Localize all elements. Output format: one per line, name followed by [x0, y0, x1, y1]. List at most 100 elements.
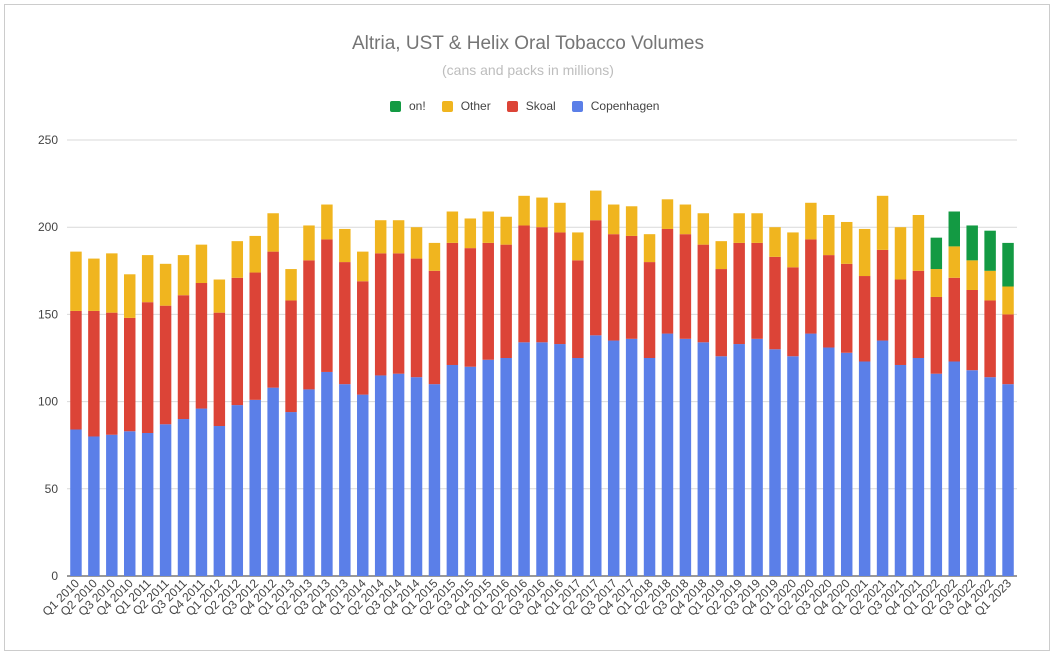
bar-skoal-q2-2016[interactable] [518, 225, 530, 343]
bar-copenhagen-q4-2011[interactable] [195, 408, 208, 576]
bar-skoal-q2-2012[interactable] [231, 277, 244, 406]
bar-other-q3-2016[interactable] [536, 197, 548, 228]
bar-other-q3-2010[interactable] [106, 253, 118, 313]
bar-copenhagen-q2-2015[interactable] [446, 364, 459, 576]
bar-copenhagen-q1-2011[interactable] [141, 432, 154, 576]
bar-other-q2-2010[interactable] [88, 258, 100, 311]
bar-other-q4-2017[interactable] [625, 206, 638, 236]
bar-copenhagen-q1-2015[interactable] [428, 384, 441, 576]
bar-copenhagen-q3-2018[interactable] [679, 338, 692, 576]
bar-other-q2-2012[interactable] [231, 241, 244, 278]
bar-other-q2-2020[interactable] [805, 202, 817, 240]
bar-skoal-q4-2019[interactable] [769, 256, 781, 350]
bar-skoal-q3-2019[interactable] [751, 242, 763, 339]
bar-copenhagen-q4-2018[interactable] [697, 342, 710, 576]
bar-copenhagen-q2-2014[interactable] [374, 375, 387, 576]
bar-other-q3-2013[interactable] [321, 204, 333, 240]
bar-skoal-q3-2015[interactable] [464, 248, 477, 367]
bar-skoal-q3-2014[interactable] [392, 253, 405, 374]
bar-copenhagen-q1-2021[interactable] [858, 361, 871, 576]
legend-item-other[interactable]: Other [441, 99, 491, 113]
bar-skoal-q2-2015[interactable] [446, 242, 459, 365]
bar-copenhagen-q2-2022[interactable] [948, 361, 960, 576]
bar-other-q4-2014[interactable] [410, 227, 423, 259]
bar-copenhagen-q3-2011[interactable] [177, 419, 190, 576]
bar-copenhagen-q4-2013[interactable] [339, 384, 351, 576]
bar-other-q3-2012[interactable] [249, 235, 261, 273]
bar-other-q1-2017[interactable] [572, 232, 584, 261]
bar-skoal-q4-2016[interactable] [554, 232, 566, 345]
bar-other-q4-2013[interactable] [339, 228, 351, 263]
bar-copenhagen-q3-2012[interactable] [249, 399, 261, 576]
bar-other-q4-2015[interactable] [482, 211, 494, 243]
bar-copenhagen-q3-2010[interactable] [106, 434, 118, 576]
bar-skoal-q2-2011[interactable] [159, 305, 172, 425]
bar-copenhagen-q3-2016[interactable] [536, 342, 548, 576]
bar-skoal-q1-2012[interactable] [213, 312, 226, 427]
bar-copenhagen-q1-2013[interactable] [285, 412, 297, 576]
bar-skoal-q2-2020[interactable] [805, 239, 817, 334]
bar-skoal-q3-2018[interactable] [679, 234, 692, 339]
bar-skoal-q4-2012[interactable] [267, 251, 279, 388]
bar-other-q3-2011[interactable] [177, 255, 190, 296]
bar-copenhagen-q4-2019[interactable] [769, 349, 781, 576]
bar-skoal-q2-2010[interactable] [88, 310, 100, 437]
bar-on-q3-2022[interactable] [966, 225, 978, 261]
bar-skoal-q3-2013[interactable] [321, 239, 333, 372]
bar-skoal-q4-2011[interactable] [195, 283, 208, 409]
bar-copenhagen-q1-2019[interactable] [715, 356, 727, 576]
bar-skoal-q1-2011[interactable] [141, 302, 154, 433]
bar-copenhagen-q3-2017[interactable] [607, 340, 620, 576]
bar-copenhagen-q2-2016[interactable] [518, 342, 530, 576]
bar-copenhagen-q3-2019[interactable] [751, 338, 763, 576]
bar-copenhagen-q2-2017[interactable] [590, 335, 602, 576]
bar-other-q2-2018[interactable] [661, 199, 674, 229]
bar-skoal-q4-2015[interactable] [482, 242, 494, 360]
bar-on-q1-2022[interactable] [930, 237, 943, 270]
bar-other-q3-2018[interactable] [679, 204, 692, 235]
bar-other-q1-2016[interactable] [500, 216, 512, 245]
bar-other-q2-2019[interactable] [733, 213, 745, 243]
bar-copenhagen-q1-2020[interactable] [787, 356, 799, 576]
bar-other-q2-2022[interactable] [948, 246, 960, 278]
bar-copenhagen-q4-2012[interactable] [267, 387, 279, 576]
bar-copenhagen-q1-2010[interactable] [70, 429, 82, 577]
bar-other-q3-2021[interactable] [894, 227, 907, 280]
bar-copenhagen-q2-2012[interactable] [231, 405, 244, 576]
bar-skoal-q1-2018[interactable] [643, 262, 656, 358]
bar-skoal-q4-2010[interactable] [124, 317, 136, 432]
bar-other-q4-2012[interactable] [267, 213, 279, 252]
bar-other-q4-2018[interactable] [697, 213, 710, 245]
bar-copenhagen-q1-2014[interactable] [357, 394, 369, 576]
bar-on-q2-2022[interactable] [948, 211, 960, 247]
bar-skoal-q1-2023[interactable] [1002, 314, 1014, 385]
bar-skoal-q2-2022[interactable] [948, 277, 960, 362]
bar-other-q2-2021[interactable] [876, 195, 889, 250]
bar-copenhagen-q2-2011[interactable] [159, 424, 172, 576]
bar-skoal-q4-2021[interactable] [912, 270, 925, 358]
bar-other-q2-2011[interactable] [159, 263, 172, 306]
bar-copenhagen-q2-2021[interactable] [876, 340, 889, 576]
legend-item-copenhagen[interactable]: Copenhagen [571, 99, 659, 113]
bar-copenhagen-q1-2017[interactable] [572, 358, 584, 576]
bar-other-q1-2022[interactable] [930, 269, 943, 297]
bar-other-q1-2023[interactable] [1002, 286, 1014, 315]
bar-copenhagen-q2-2020[interactable] [805, 333, 817, 576]
bar-other-q4-2019[interactable] [769, 227, 781, 257]
bar-copenhagen-q2-2018[interactable] [661, 333, 674, 576]
bar-skoal-q3-2020[interactable] [823, 255, 835, 348]
bar-copenhagen-q4-2020[interactable] [840, 352, 853, 576]
bar-skoal-q4-2022[interactable] [984, 300, 996, 378]
bar-skoal-q4-2017[interactable] [625, 235, 638, 339]
bar-other-q4-2020[interactable] [840, 221, 853, 264]
bar-skoal-q3-2022[interactable] [966, 289, 978, 371]
bar-copenhagen-q1-2023[interactable] [1002, 384, 1014, 576]
bar-other-q1-2010[interactable] [70, 251, 82, 311]
bar-skoal-q3-2010[interactable] [106, 312, 118, 435]
bar-skoal-q3-2012[interactable] [249, 272, 261, 400]
bar-copenhagen-q1-2012[interactable] [213, 426, 226, 576]
bar-skoal-q1-2019[interactable] [715, 269, 727, 357]
bar-other-q4-2010[interactable] [124, 274, 136, 318]
bar-copenhagen-q3-2014[interactable] [392, 373, 405, 576]
bar-skoal-q1-2020[interactable] [787, 267, 799, 357]
